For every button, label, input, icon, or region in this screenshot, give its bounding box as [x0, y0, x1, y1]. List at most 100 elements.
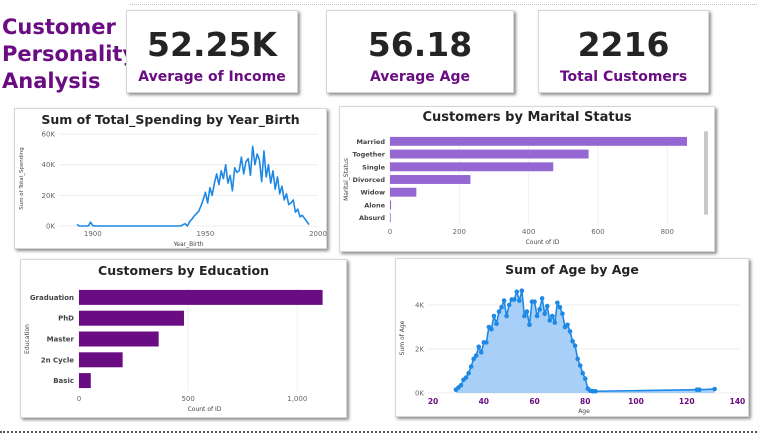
age-data-point [522, 313, 527, 319]
age-data-point [565, 322, 570, 328]
age-data-point [577, 363, 583, 368]
kpi-age-label: Average Age [369, 69, 471, 85]
age-area-chart: 0K 2K 4K 20 40 60 80 100 120 140 Age Sum of Age [399, 288, 746, 415]
education-category-label: PhD [58, 315, 74, 323]
spending-ytick-label: 20K [42, 192, 56, 200]
age-x-axis-label: Age [578, 408, 590, 415]
age-data-point [527, 322, 532, 328]
spending-chart-title: Sum of Total_Spending by Year_Birth [41, 112, 300, 127]
age-data-point [511, 297, 517, 302]
age-xtick-label: 140 [730, 397, 746, 406]
marital-chart-title: Customers by Marital Status [422, 110, 632, 125]
age-data-point [478, 350, 484, 355]
education-bar-chart: 0 500 1,000 Graduation PhD Master 2n Cycle Basi… [24, 287, 323, 413]
education-chart-title: Customers by Education [98, 263, 269, 278]
age-data-point [557, 304, 563, 310]
marital-category-label: Single [362, 163, 385, 171]
marital-bar [390, 175, 471, 184]
age-ytick-label: 0K [415, 390, 424, 398]
education-bar [79, 310, 184, 326]
marital-xtick-label: 800 [661, 228, 674, 236]
age-data-point [575, 356, 580, 362]
kpi-income-value: 52.25K [147, 25, 277, 64]
age-data-point [501, 298, 507, 303]
kpi-income-label: Average of Income [138, 69, 286, 85]
age-data-point [514, 289, 520, 295]
kpi-customers-value: 2216 [577, 25, 670, 64]
age-data-point [499, 304, 504, 310]
marital-bar-chart: 0 200 400 600 800 Married Together Single Divorc… [343, 135, 688, 246]
kpi-customers-label: Total Customers [559, 69, 688, 85]
age-ytick-label: 4K [415, 302, 424, 310]
age-data-point [572, 343, 578, 348]
marital-chart-card[interactable]: Customers by Marital Status 0 200 400 600 80… [339, 106, 715, 252]
age-data-point [519, 288, 525, 293]
spending-xtick-label: 2000 [309, 230, 327, 238]
age-area-fill [455, 290, 715, 393]
spending-ytick-label: 40K [42, 161, 56, 169]
spending-series-line [76, 145, 310, 227]
age-xtick-label: 100 [628, 397, 644, 406]
education-chart-card[interactable]: Customers by Education 0 500 1,000 Graduati… [20, 259, 347, 418]
spending-x-axis-label: Year_Birth [172, 241, 203, 248]
kpi-card-income[interactable]: 52.25K Average of Income [126, 10, 298, 93]
age-data-point [534, 313, 540, 319]
bottom-divider [0, 431, 757, 433]
marital-category-label: Widow [360, 189, 385, 197]
age-chart-title: Sum of Age by Age [505, 262, 639, 277]
marital-bar [390, 200, 392, 210]
age-data-point [547, 318, 553, 323]
marital-xtick-label: 0 [388, 228, 392, 236]
education-category-label: Master [47, 336, 75, 344]
age-data-point [506, 302, 512, 308]
education-bar [79, 352, 123, 368]
education-category-label: 2n Cycle [41, 356, 75, 364]
spending-xtick-label: 1900 [84, 230, 102, 238]
education-bar [79, 331, 159, 347]
marital-category-label: Alone [364, 201, 385, 209]
education-y-axis-label: Education [24, 324, 31, 354]
education-category-label: Graduation [30, 294, 74, 302]
marital-scrollbar[interactable] [704, 131, 708, 215]
age-data-point [580, 370, 586, 376]
kpi-card-age[interactable]: 56.18 Average Age [326, 10, 514, 93]
spending-ytick-label: 60K [42, 131, 56, 139]
age-data-point [476, 344, 482, 350]
education-xtick-label: 0 [77, 395, 81, 403]
age-data-point [542, 311, 547, 317]
marital-bar [390, 162, 554, 172]
age-data-point [570, 339, 575, 344]
education-bar [79, 373, 91, 389]
age-data-point [484, 340, 489, 345]
age-chart-card[interactable]: Sum of Age by Age 0K 2K 4K 20 40 60 80 100 120 14… [395, 258, 749, 417]
marital-xtick-label: 200 [453, 228, 466, 236]
kpi-card-customers[interactable]: 2216 Total Customers [538, 10, 709, 93]
education-xtick-label: 1,000 [287, 395, 307, 403]
age-data-point [471, 356, 476, 362]
spending-chart-card[interactable]: Sum of Total_Spending by Year_Birth 0K 20… [14, 108, 327, 249]
spending-line-chart: 0K 20K 40K 60K 1900 1950 2000 Year_Birth Sum of … [19, 131, 327, 248]
age-data-point [489, 326, 494, 332]
age-data-point [712, 386, 717, 392]
age-data-point [473, 353, 479, 358]
age-data-point [555, 300, 560, 306]
marital-bar [390, 136, 688, 146]
spending-ytick-label: 0K [46, 223, 55, 231]
age-data-point [537, 307, 542, 312]
age-data-point [466, 370, 471, 376]
age-data-point [697, 387, 702, 392]
age-data-point [582, 376, 588, 381]
marital-category-label: Together [353, 151, 386, 159]
age-data-point [494, 321, 499, 326]
age-data-point [544, 303, 550, 309]
age-data-point [549, 313, 555, 319]
age-data-point [458, 383, 464, 388]
age-xtick-label: 40 [479, 397, 489, 406]
age-data-point [517, 298, 522, 303]
marital-bar [390, 213, 391, 223]
education-x-axis-label: Count of ID [188, 406, 222, 413]
age-data-point [560, 311, 565, 317]
kpi-age-value: 56.18 [367, 25, 473, 64]
age-data-point [463, 375, 469, 380]
age-xtick-label: 80 [580, 397, 590, 406]
